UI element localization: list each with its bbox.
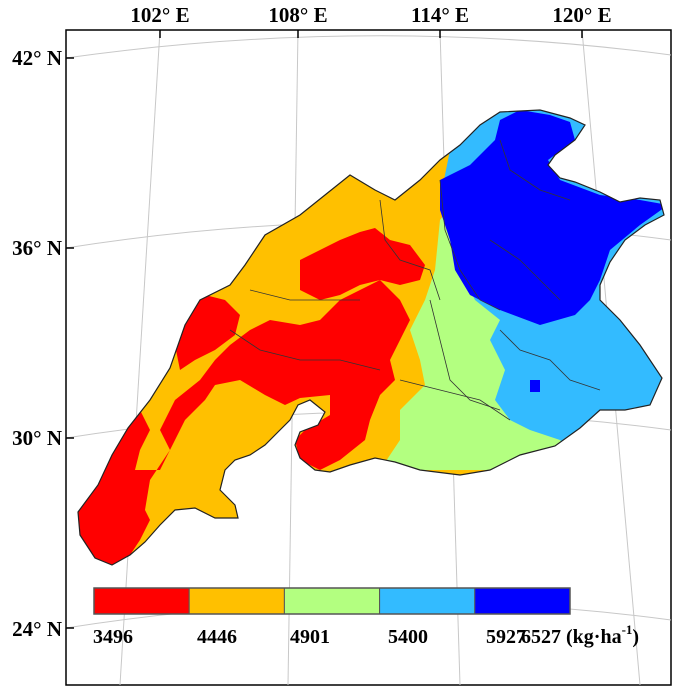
legend-swatches: [93, 587, 571, 615]
meridian-102: [119, 29, 161, 686]
parallel-42: [65, 35, 672, 59]
color-legend: 3496 4446 4901 5400 5927 6527 (kg·ha-1): [93, 587, 639, 648]
legend-break-label: 6527: [521, 626, 561, 648]
latitude-labels: 42° N 36° N 30° N 24° N: [12, 46, 62, 641]
legend-swatch: [93, 587, 190, 615]
latitude-label: 30° N: [12, 426, 62, 450]
region-outline: [77, 109, 665, 566]
longitude-label: 120° E: [552, 3, 611, 27]
province-boundaries: [229, 139, 601, 421]
latitude-label: 24° N: [12, 617, 62, 641]
map-border: [65, 29, 672, 686]
legend-unit: (kg·ha-1): [566, 622, 639, 648]
legend-swatch: [379, 587, 476, 615]
legend-unit-suffix: ): [632, 626, 639, 648]
tick-marks: [66, 30, 583, 629]
legend-break-label: 5400: [388, 626, 428, 648]
yield-zone-3496-4446-north: [300, 228, 425, 300]
yield-zone-5927-6527-outlier: [530, 380, 540, 392]
legend-break-label: 4901: [290, 626, 330, 648]
legend-swatch: [283, 587, 381, 615]
legend-swatch: [474, 587, 571, 615]
legend-swatch: [188, 587, 285, 615]
longitude-label: 108° E: [268, 3, 327, 27]
legend-break-label: 4446: [197, 626, 237, 648]
legend-break-label: 3496: [93, 626, 133, 648]
yield-zone-5927-6527: [440, 110, 664, 325]
legend-unit-prefix: (kg·ha: [566, 626, 622, 648]
legend-unit-superscript: -1: [622, 622, 633, 637]
legend-frame: [93, 587, 571, 615]
latitude-label: 42° N: [12, 46, 62, 70]
latitude-label: 36° N: [12, 236, 62, 260]
legend-break-label: 5927: [486, 626, 526, 648]
longitude-label: 114° E: [411, 3, 469, 27]
yield-zone-3496-4446-south: [78, 280, 410, 565]
longitude-label: 102° E: [130, 3, 189, 27]
longitude-labels: 102° E 108° E 114° E 120° E: [130, 3, 611, 27]
